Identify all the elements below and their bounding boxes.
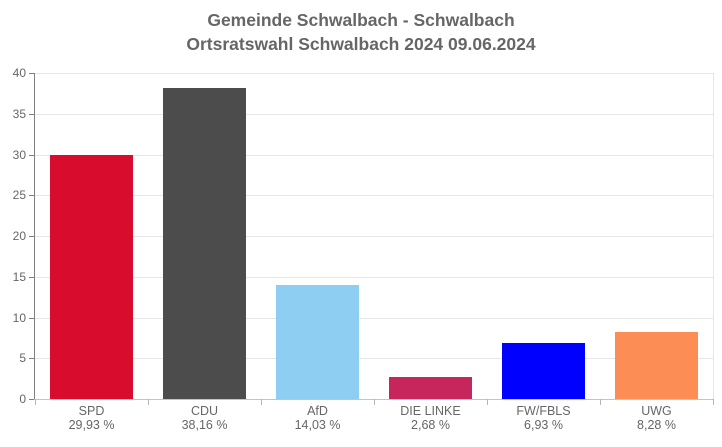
y-axis-tick <box>29 195 34 196</box>
y-axis-label: 20 <box>12 229 26 243</box>
category-percent: 14,03 % <box>294 418 341 432</box>
y-gridline <box>35 236 713 237</box>
y-gridline <box>35 318 713 319</box>
x-category-label: UWG 8,28 % <box>600 404 713 432</box>
y-axis-label: 25 <box>12 188 26 202</box>
y-axis-tick <box>29 318 34 319</box>
chart-title-line1: Gemeinde Schwalbach - Schwalbach <box>207 10 515 30</box>
x-category-label: AfD 14,03 % <box>261 404 374 432</box>
y-axis-tick <box>29 399 34 400</box>
bar-afd[interactable] <box>276 285 359 399</box>
y-axis-line <box>34 73 35 400</box>
bar-fw-fbls[interactable] <box>502 343 585 399</box>
y-axis-label: 35 <box>12 107 26 121</box>
bar-spd[interactable] <box>50 155 133 399</box>
y-axis-tick <box>29 73 34 74</box>
category-name: SPD <box>78 404 105 418</box>
y-gridline <box>35 114 713 115</box>
category-name: AfD <box>307 404 328 418</box>
x-axis-tick <box>35 399 36 405</box>
chart-title-line2: Ortsratswahl Schwalbach 2024 09.06.2024 <box>186 34 536 54</box>
x-axis-tick <box>261 399 262 405</box>
y-gridline <box>35 73 713 74</box>
category-percent: 38,16 % <box>181 418 228 432</box>
y-axis-tick <box>29 277 34 278</box>
plot-right-border <box>713 73 714 399</box>
y-axis-label: 5 <box>19 351 26 365</box>
x-axis-tick <box>600 399 601 405</box>
y-axis-label: 40 <box>12 66 26 80</box>
x-category-label: CDU 38,16 % <box>148 404 261 432</box>
y-gridline <box>35 195 713 196</box>
y-axis-label: 30 <box>12 148 26 162</box>
x-axis-tick <box>374 399 375 405</box>
y-axis-tick <box>29 358 34 359</box>
bar-die-linke[interactable] <box>389 377 472 399</box>
category-name: CDU <box>190 404 219 418</box>
x-category-label: DIE LINKE 2,68 % <box>374 404 487 432</box>
y-axis-label: 10 <box>12 311 26 325</box>
category-percent: 29,93 % <box>68 418 115 432</box>
x-axis-line <box>34 399 713 400</box>
y-axis-label: 0 <box>19 392 26 406</box>
category-name: FW/FBLS <box>516 404 571 418</box>
y-axis-label: 15 <box>12 270 26 284</box>
y-gridline <box>35 358 713 359</box>
category-name: DIE LINKE <box>400 404 461 418</box>
chart-title: Gemeinde Schwalbach - Schwalbach Ortsrat… <box>0 8 722 56</box>
y-gridline <box>35 155 713 156</box>
bar-uwg[interactable] <box>615 332 698 399</box>
category-percent: 8,28 % <box>637 418 676 432</box>
category-percent: 6,93 % <box>524 418 563 432</box>
x-axis-tick <box>487 399 488 405</box>
y-axis-tick <box>29 155 34 156</box>
y-axis-tick <box>29 236 34 237</box>
x-axis-tick <box>713 399 714 405</box>
x-category-label: SPD 29,93 % <box>35 404 148 432</box>
x-category-label: FW/FBLS 6,93 % <box>487 404 600 432</box>
category-name: UWG <box>641 404 672 418</box>
bar-cdu[interactable] <box>163 88 246 399</box>
x-axis-tick <box>148 399 149 405</box>
y-axis-tick <box>29 114 34 115</box>
y-gridline <box>35 277 713 278</box>
category-percent: 2,68 % <box>411 418 450 432</box>
